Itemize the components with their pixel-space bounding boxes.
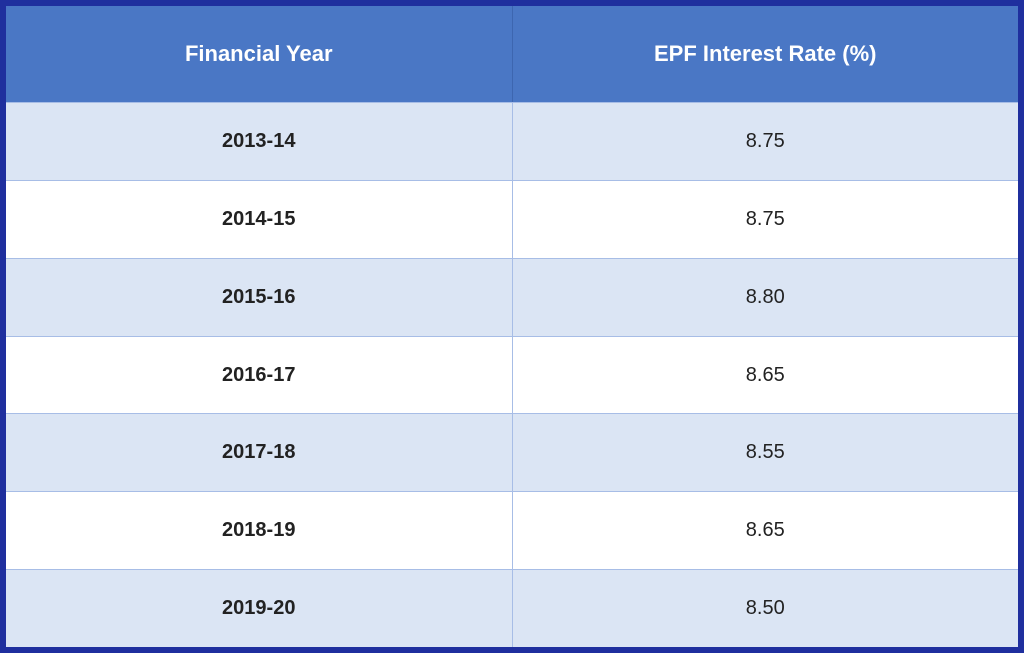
table-row: 2018-19 8.65 (6, 492, 1018, 570)
table-row: 2015-16 8.80 (6, 259, 1018, 337)
cell-year: 2018-19 (6, 492, 513, 569)
cell-year: 2015-16 (6, 259, 513, 336)
cell-year: 2017-18 (6, 414, 513, 491)
cell-rate: 8.65 (513, 492, 1019, 569)
cell-rate: 8.75 (513, 181, 1019, 258)
cell-rate: 8.75 (513, 103, 1019, 180)
table-row: 2013-14 8.75 (6, 103, 1018, 181)
cell-year: 2014-15 (6, 181, 513, 258)
cell-rate: 8.80 (513, 259, 1019, 336)
cell-year: 2016-17 (6, 337, 513, 414)
cell-year: 2019-20 (6, 570, 513, 647)
table-row: 2016-17 8.65 (6, 337, 1018, 415)
table-frame: Financial Year EPF Interest Rate (%) 201… (0, 0, 1024, 653)
epf-table: Financial Year EPF Interest Rate (%) 201… (6, 6, 1018, 647)
table-row: 2019-20 8.50 (6, 570, 1018, 647)
cell-year: 2013-14 (6, 103, 513, 180)
table-row: 2017-18 8.55 (6, 414, 1018, 492)
cell-rate: 8.65 (513, 337, 1019, 414)
col-header-financial-year: Financial Year (6, 6, 513, 102)
table-header-row: Financial Year EPF Interest Rate (%) (6, 6, 1018, 103)
cell-rate: 8.55 (513, 414, 1019, 491)
col-header-epf-rate: EPF Interest Rate (%) (513, 6, 1019, 102)
cell-rate: 8.50 (513, 570, 1019, 647)
table-row: 2014-15 8.75 (6, 181, 1018, 259)
